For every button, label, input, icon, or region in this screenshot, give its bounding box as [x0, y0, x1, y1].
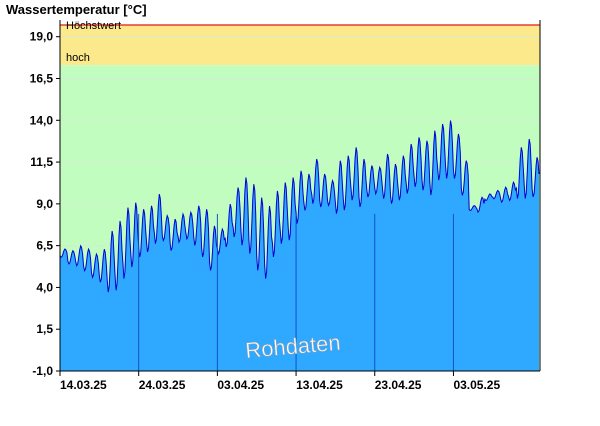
- x-tick-label-1: 24.03.25: [139, 378, 186, 392]
- temperature-line: [59, 120, 540, 293]
- y-tick-label-3: 6,5: [36, 239, 53, 253]
- y-tick-label-6: 14,0: [30, 113, 54, 127]
- y-tick-label-0: -1,0: [32, 364, 53, 378]
- y-tick-label-5: 11,5: [30, 155, 53, 169]
- y-tick-label-4: 9,0: [36, 197, 53, 211]
- x-tick-label-3: 13.04.25: [296, 378, 343, 392]
- x-tick-label-0: 14.03.25: [60, 378, 107, 392]
- band-label-hoechstwert: Höchstwert: [66, 20, 121, 32]
- y-axis-ticks: -1,0 1,5 4,0 6,5 9,0 11,5 14,0 16,5 19,0: [30, 30, 60, 378]
- band-1: [60, 25, 540, 66]
- x-tick-label-4: 23.04.25: [375, 378, 422, 392]
- temperature-fill: [60, 120, 539, 371]
- x-tick-label-2: 03.04.25: [217, 378, 264, 392]
- band-labels: Höchstwert hoch: [66, 20, 121, 64]
- band-0: [60, 20, 540, 26]
- x-axis-ticks: 14.03.25 24.03.25 03.04.25 13.04.25 23.04.25…: [59, 371, 500, 392]
- y-tick-label-8: 19,0: [30, 30, 54, 44]
- band-label-hoch: hoch: [66, 52, 90, 64]
- chart-title: Wassertemperatur [°C]: [6, 2, 147, 17]
- week-separator-lines: [138, 213, 454, 371]
- y-tick-label-1: 1,5: [36, 322, 53, 336]
- y-tick-label-7: 16,5: [30, 72, 54, 86]
- x-tick-label-5: 03.05.25: [453, 378, 500, 392]
- temperature-area: [59, 120, 540, 371]
- y-tick-label-2: 4,0: [36, 280, 53, 294]
